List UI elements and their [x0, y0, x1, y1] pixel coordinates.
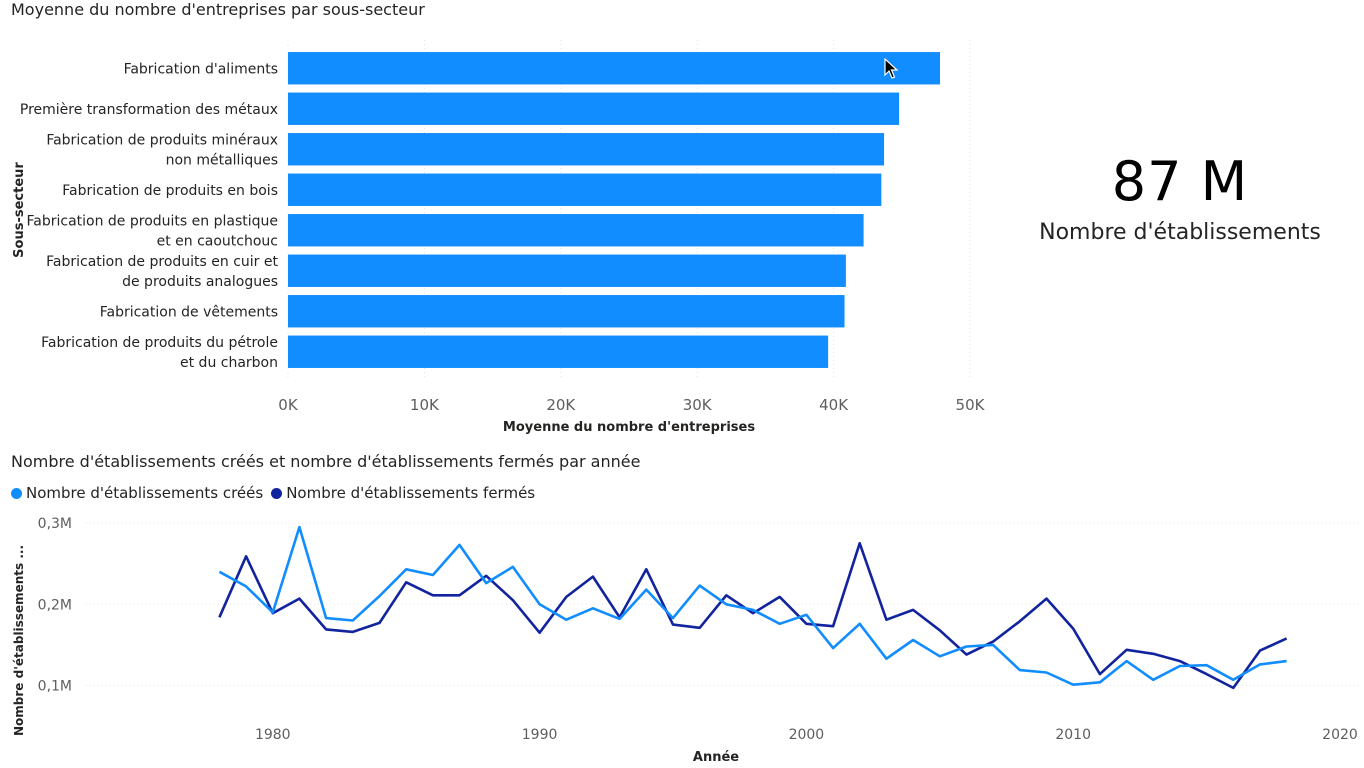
- bar: [288, 52, 940, 85]
- bar-x-tick-label: 10K: [410, 396, 440, 414]
- bar-x-tick-label: 30K: [683, 396, 713, 414]
- kpi-label: Nombre d'établissements: [1039, 220, 1321, 245]
- line-x-tick-label: 2000: [789, 727, 825, 743]
- bar-x-axis-title: Moyenne du nombre d'entreprises: [503, 420, 755, 435]
- bar: [288, 173, 882, 206]
- line-chart-legend: Nombre d'établissements créés Nombre d'é…: [11, 484, 543, 502]
- bar-category-label: Fabrication de produits en cuir et: [46, 254, 278, 270]
- bar-category-label: non métalliques: [166, 152, 278, 168]
- kpi-value: 87 M: [1111, 150, 1249, 213]
- bar-chart-svg: 0K 10K 20K 30K 40K 50K Fabrication d'aliments P…: [12, 40, 986, 435]
- line-x-tick-label: 1990: [522, 727, 558, 743]
- bar-category-label: Fabrication de produits minéraux: [46, 132, 278, 148]
- legend-marker-crees: [11, 487, 22, 499]
- bar-category-label: Fabrication de produits du pétrole: [41, 335, 278, 351]
- line-y-tick-label: 0,1M: [38, 679, 72, 695]
- bar-category-label: Fabrication de vêtements: [100, 304, 278, 320]
- legend-label-fermes: Nombre d'établissements fermés: [286, 484, 536, 502]
- line-x-axis-title: Année: [693, 750, 739, 765]
- legend-label-crees: Nombre d'établissements créés: [26, 484, 264, 502]
- bar-x-tick-label: 20K: [546, 396, 576, 414]
- kpi-card[interactable]: 87 M Nombre d'établissements: [1010, 150, 1350, 270]
- line-chart-visual[interactable]: Nombre d'établissements créés et nombre …: [0, 448, 1364, 768]
- bar: [288, 92, 900, 125]
- line-series-crees: [218, 525, 1287, 686]
- bar-category-label: et en caoutchouc: [157, 233, 278, 249]
- bar-x-tick-label: 40K: [819, 396, 849, 414]
- bar-y-axis-title: Sous-secteur: [12, 162, 27, 258]
- bar-category-label: Première transformation des métaux: [20, 102, 278, 118]
- bar: [288, 254, 846, 287]
- line-chart-title: Nombre d'établissements créés et nombre …: [11, 452, 641, 471]
- bar: [288, 295, 845, 328]
- bar-category-label: de produits analogues: [122, 274, 278, 290]
- line-x-tick-label: 1980: [255, 727, 291, 743]
- bar-category-label: et du charbon: [180, 355, 278, 371]
- bar-category-label: Fabrication de produits en bois: [62, 183, 278, 199]
- line-y-tick-label: 0,3M: [38, 516, 72, 532]
- line-y-axis-title: Nombre d'établissements ...: [12, 545, 26, 736]
- legend-item-fermes[interactable]: Nombre d'établissements fermés: [271, 484, 535, 502]
- line-chart-svg: 0,1M 0,2M 0,3M 1980 1990 2000 2010 2020 Nombre d…: [12, 516, 1360, 765]
- line-x-tick-label: 2010: [1055, 727, 1091, 743]
- mouse-cursor-icon: [884, 57, 899, 84]
- bar: [288, 133, 885, 166]
- bar: [288, 214, 864, 247]
- legend-item-crees[interactable]: Nombre d'établissements créés: [11, 484, 263, 502]
- legend-marker-fermes: [271, 487, 283, 499]
- bar-chart-title: Moyenne du nombre d'entreprises par sous…: [11, 0, 425, 19]
- bar-x-tick-label: 50K: [956, 396, 986, 414]
- bar-category-label: Fabrication d'aliments: [124, 61, 278, 77]
- bar-x-tick-label: 0K: [278, 396, 299, 414]
- line-y-tick-label: 0,2M: [38, 597, 72, 613]
- line-series-fermes: [218, 542, 1288, 690]
- bar-chart-visual[interactable]: Moyenne du nombre d'entreprises par sous…: [0, 0, 1010, 440]
- bar: [288, 335, 829, 368]
- line-x-tick-label: 2020: [1322, 727, 1358, 743]
- bar-category-label: Fabrication de produits en plastique: [27, 213, 279, 229]
